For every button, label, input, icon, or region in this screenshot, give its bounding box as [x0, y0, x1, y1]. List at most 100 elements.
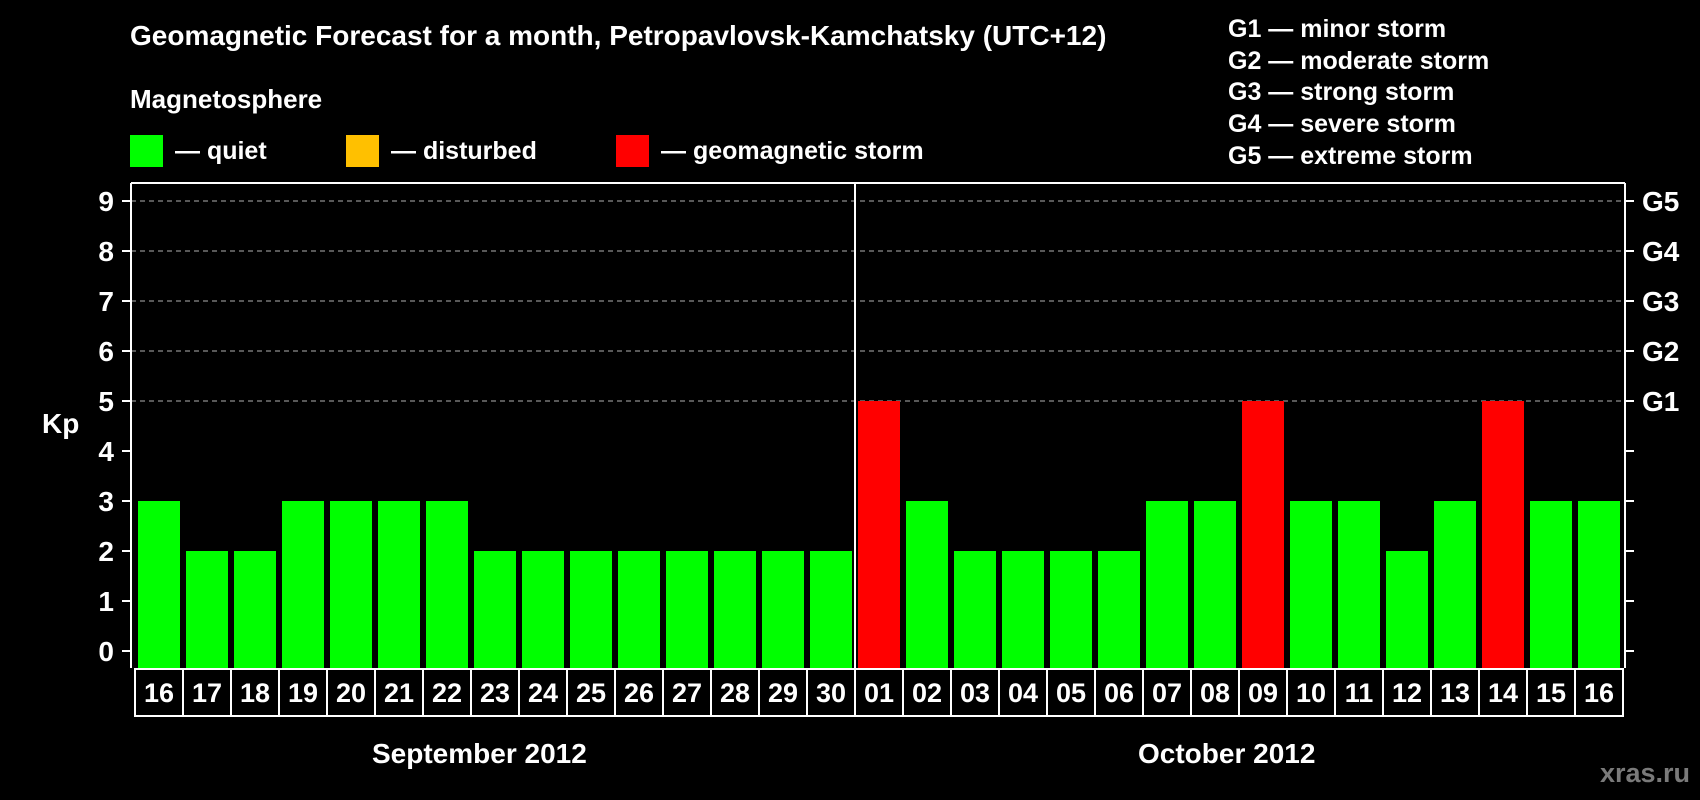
y-tick-label: 8 — [98, 236, 114, 267]
date-cell — [134, 668, 184, 717]
storm-scale-legend: G1 — minor storm G2 — moderate storm G3 … — [1228, 14, 1489, 173]
date-cell — [1046, 668, 1096, 717]
date-label: 12 — [1392, 678, 1422, 708]
y-tick-label: 3 — [98, 486, 114, 517]
y-axis-label: Kp — [42, 408, 80, 439]
kp-bar — [1434, 501, 1476, 668]
kp-bar — [570, 551, 612, 668]
date-cell — [1286, 668, 1336, 717]
date-label: 18 — [240, 678, 270, 708]
kp-bar — [1002, 551, 1044, 668]
quiet-swatch-icon — [130, 135, 163, 167]
legend-item-quiet: — quiet — [130, 135, 267, 167]
kp-bar — [618, 551, 660, 668]
date-cell — [806, 668, 856, 717]
storm-level-label: G1 — [1642, 386, 1679, 417]
disturbed-swatch-icon — [346, 135, 379, 167]
date-cell — [998, 668, 1048, 717]
y-tick-label: 6 — [98, 336, 114, 367]
storm-swatch-icon — [616, 135, 649, 167]
date-label: 30 — [816, 678, 846, 708]
month-label-october: October 2012 — [1138, 738, 1316, 769]
storm-scale-item: G3 — strong storm — [1228, 78, 1455, 107]
date-cell — [518, 668, 568, 717]
storm-scale-item: G2 — moderate storm — [1228, 46, 1490, 75]
y-tick-label: 0 — [98, 636, 114, 667]
date-label: 11 — [1345, 678, 1374, 708]
date-label: 08 — [1200, 678, 1230, 708]
kp-bar — [1290, 501, 1332, 668]
legend-item-disturbed: — disturbed — [346, 135, 537, 167]
date-label: 13 — [1440, 678, 1470, 708]
date-label: 01 — [864, 678, 894, 708]
watermark: xras.ru — [1599, 758, 1690, 788]
kp-bar — [1482, 401, 1524, 668]
kp-bar — [954, 551, 996, 668]
storm-level-label: G3 — [1642, 286, 1679, 317]
kp-bar — [858, 401, 900, 668]
kp-bar — [186, 551, 228, 668]
date-cell — [1094, 668, 1144, 717]
date-label: 23 — [480, 678, 510, 708]
kp-bar — [810, 551, 852, 668]
legend-item-storm: — geomagnetic storm — [616, 135, 924, 167]
storm-level-label: G5 — [1642, 186, 1679, 217]
date-label: 29 — [768, 678, 798, 708]
storm-scale-item: G5 — extreme storm — [1228, 141, 1473, 170]
kp-bar — [1386, 551, 1428, 668]
kp-bar — [906, 501, 948, 668]
date-cell — [1142, 668, 1192, 717]
y-tick-label: 4 — [98, 436, 114, 467]
date-cell — [422, 668, 472, 717]
storm-scale-item: G4 — severe storm — [1228, 110, 1456, 139]
date-label: 07 — [1152, 678, 1182, 708]
kp-bar — [1338, 501, 1380, 668]
date-label: 14 — [1488, 678, 1518, 708]
date-cell — [1334, 668, 1384, 717]
date-cell — [374, 668, 424, 717]
date-cell — [278, 668, 328, 717]
date-cell — [950, 668, 1000, 717]
storm-level-label: G4 — [1642, 236, 1680, 267]
chart-title: Geomagnetic Forecast for a month, Petrop… — [130, 20, 1107, 51]
kp-bar — [330, 501, 372, 668]
date-label: 04 — [1008, 678, 1038, 708]
kp-bar — [1530, 501, 1572, 668]
y-tick-label: 2 — [98, 536, 114, 567]
kp-bar — [522, 551, 564, 668]
kp-bar — [1578, 501, 1620, 668]
date-label: 03 — [960, 678, 990, 708]
kp-bar — [1098, 551, 1140, 668]
y-tick-label: 5 — [98, 386, 114, 417]
kp-bar — [474, 551, 516, 668]
kp-bar — [1146, 501, 1188, 668]
date-label: 24 — [528, 678, 558, 708]
kp-bar — [282, 501, 324, 668]
date-label: 26 — [624, 678, 654, 708]
date-label: 19 — [288, 678, 318, 708]
storm-level-label: G2 — [1642, 336, 1679, 367]
date-label: 05 — [1056, 678, 1086, 708]
date-cell — [614, 668, 664, 717]
date-label: 22 — [432, 678, 462, 708]
legend-label: — disturbed — [391, 136, 537, 165]
date-label: 09 — [1248, 678, 1278, 708]
kp-bar — [426, 501, 468, 668]
date-cell — [1526, 668, 1576, 717]
storm-scale-item: G1 — minor storm — [1228, 15, 1447, 43]
date-cell — [710, 668, 760, 717]
date-label: 06 — [1104, 678, 1134, 708]
y-tick-label: 1 — [98, 586, 114, 617]
y-tick-label: 7 — [98, 286, 114, 317]
date-label: 16 — [1584, 678, 1614, 708]
kp-bar — [666, 551, 708, 668]
y-tick-label: 9 — [98, 186, 114, 217]
legend-label: — geomagnetic storm — [661, 136, 924, 165]
date-cell — [326, 668, 376, 717]
date-label: 25 — [576, 678, 606, 708]
date-label: 27 — [672, 678, 702, 708]
kp-bar — [378, 501, 420, 668]
date-label: 21 — [384, 678, 414, 708]
date-label: 20 — [336, 678, 366, 708]
